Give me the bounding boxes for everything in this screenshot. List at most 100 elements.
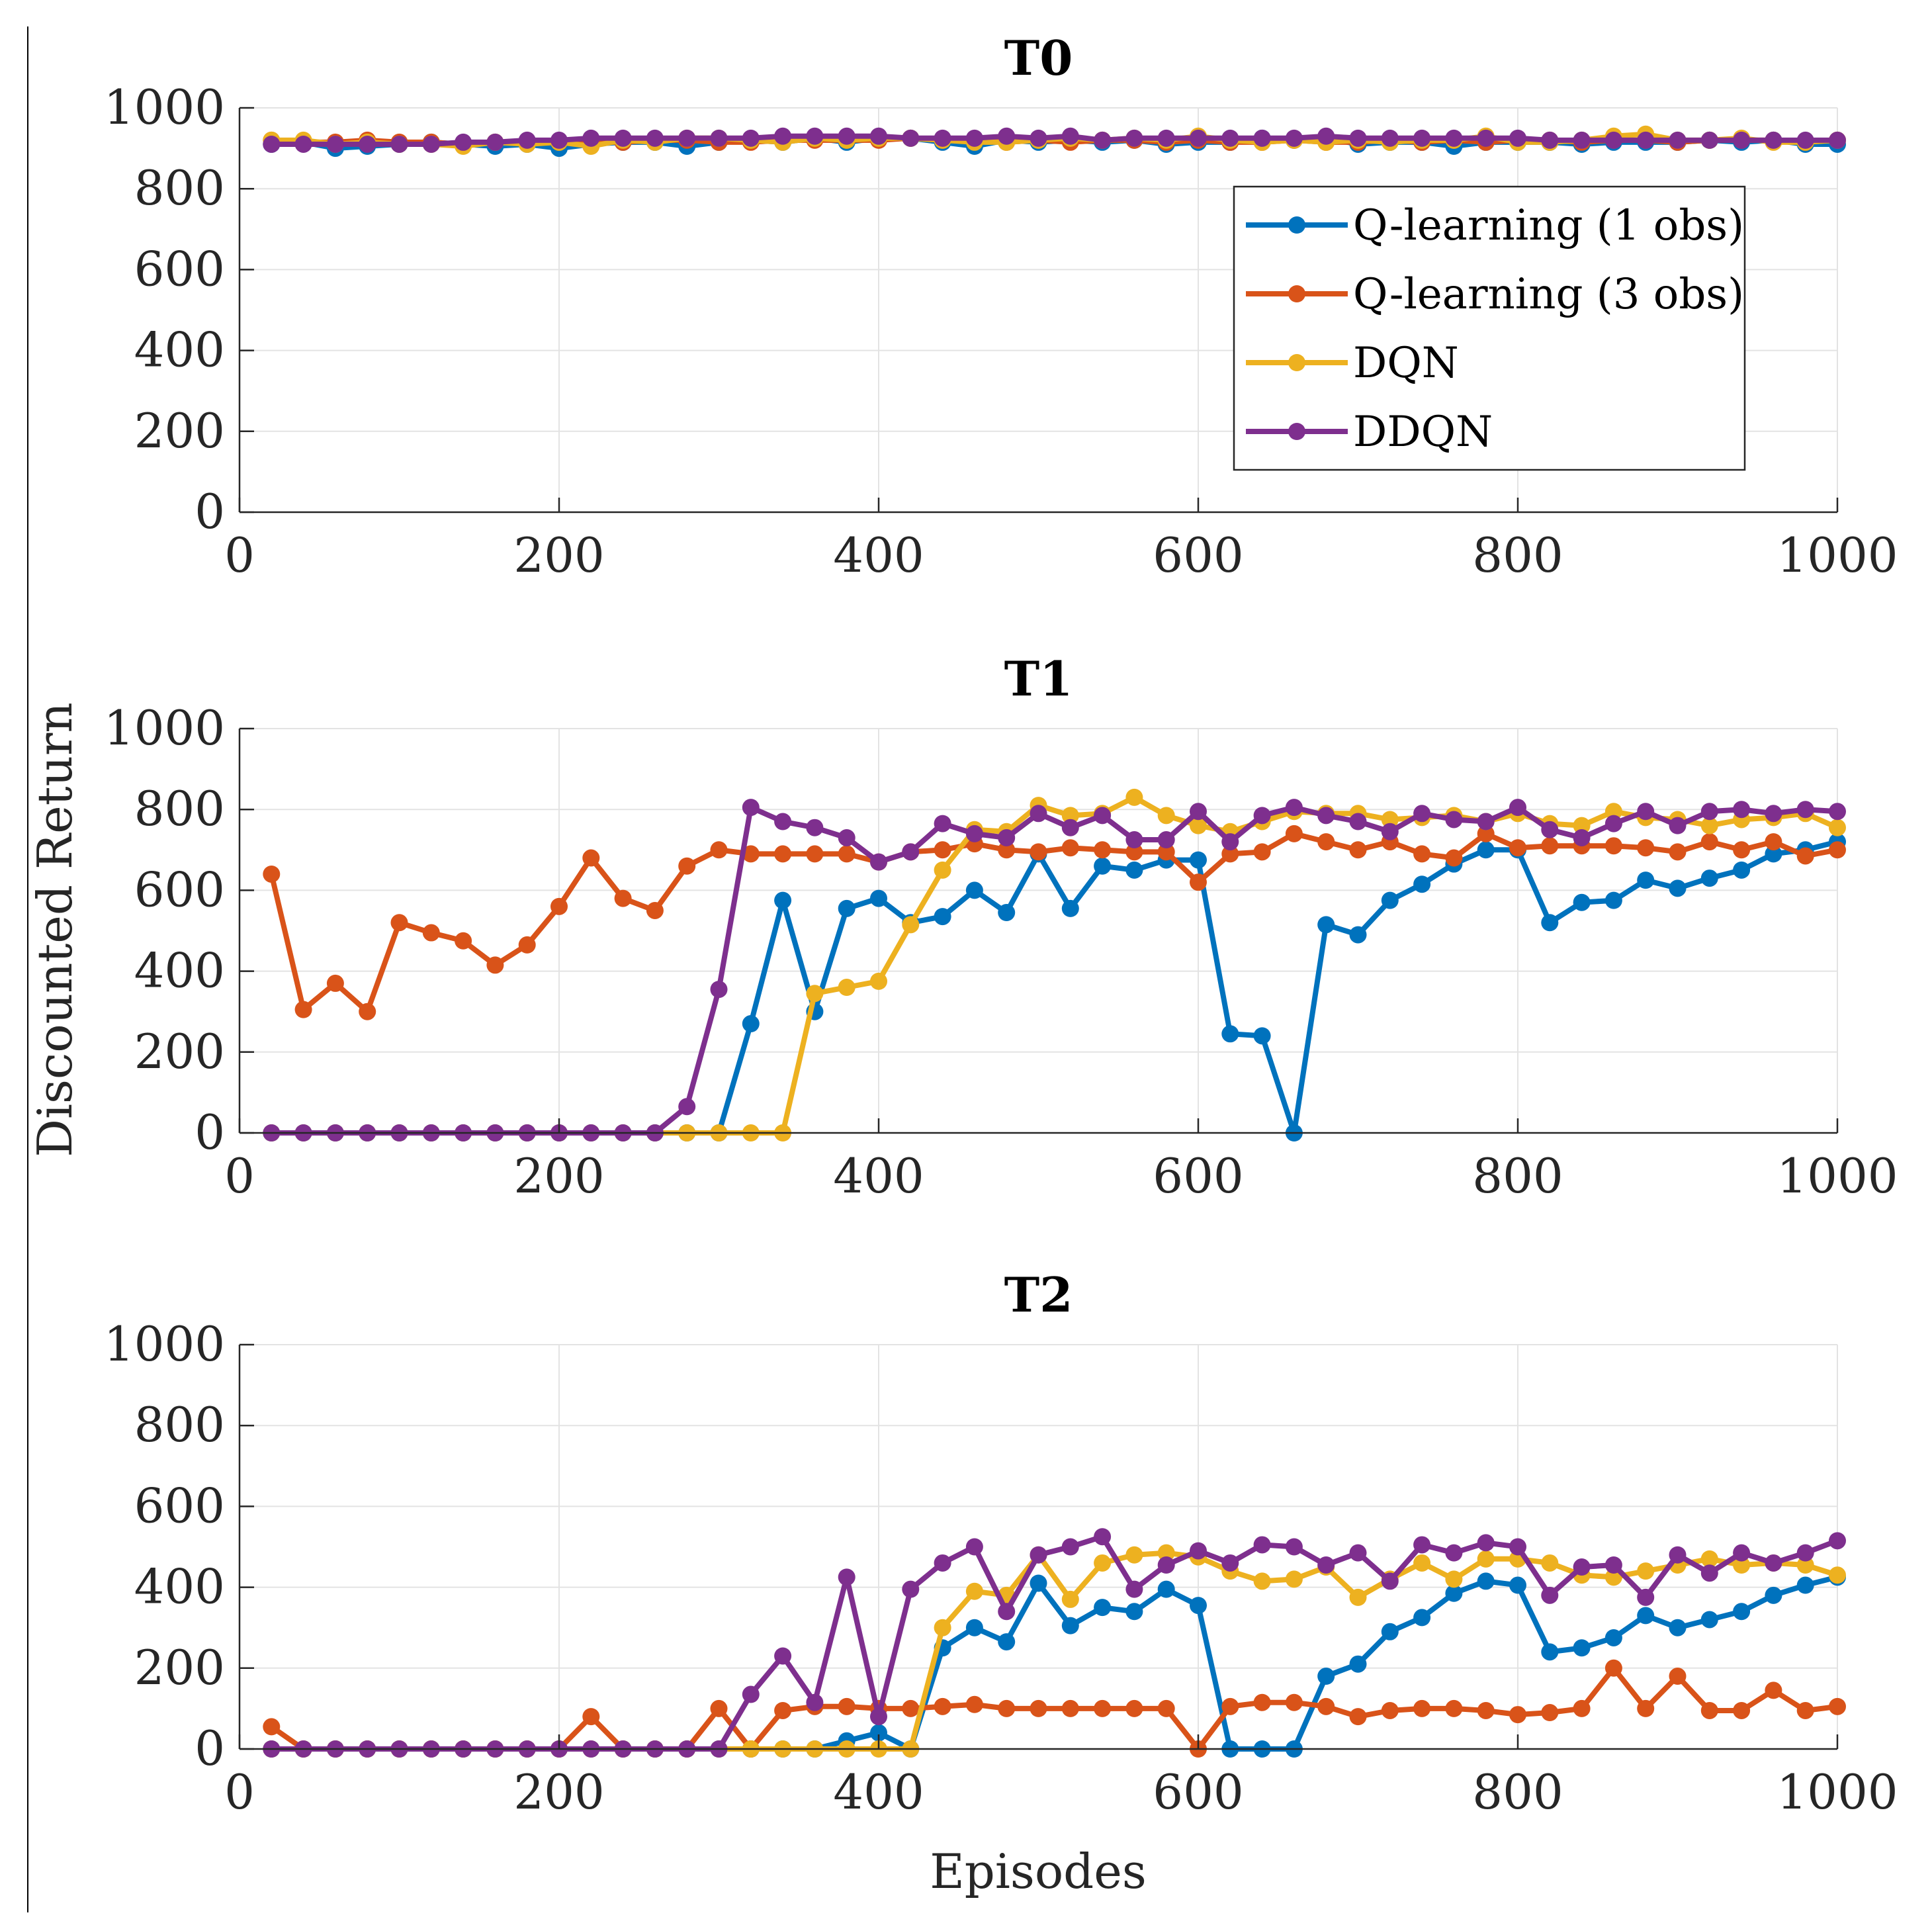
data-point-ddqn bbox=[550, 131, 568, 149]
x-tick-label: 1000 bbox=[1777, 527, 1898, 583]
data-point-q-learning-3-obs bbox=[518, 936, 536, 954]
data-point-q-learning-3-obs bbox=[1349, 841, 1367, 859]
data-point-ddqn bbox=[1030, 1546, 1047, 1564]
data-point-dqn bbox=[1381, 811, 1399, 828]
data-point-dqn bbox=[1541, 1554, 1559, 1572]
data-point-ddqn bbox=[1700, 1564, 1718, 1582]
data-point-q-learning-3-obs bbox=[1413, 1699, 1431, 1717]
data-point-ddqn bbox=[710, 981, 728, 999]
data-point-ddqn bbox=[359, 135, 376, 153]
data-point-q-learning-3-obs bbox=[1381, 1701, 1399, 1719]
data-point-q-learning-3-obs bbox=[1125, 843, 1143, 861]
data-point-q-learning-1-obs bbox=[1190, 1597, 1207, 1615]
y-tick-label: 0 bbox=[195, 1104, 225, 1160]
data-point-ddqn bbox=[710, 129, 728, 147]
data-point-ddqn bbox=[902, 1580, 920, 1598]
data-point-dqn bbox=[1573, 817, 1591, 834]
data-point-q-learning-1-obs bbox=[1604, 891, 1622, 909]
legend-marker-dqn bbox=[1288, 354, 1305, 371]
data-point-ddqn bbox=[1094, 807, 1112, 825]
data-point-ddqn bbox=[1733, 1544, 1751, 1562]
legend-label-q-learning-1-obs: Q-learning (1 obs) bbox=[1353, 201, 1744, 250]
data-point-q-learning-3-obs bbox=[998, 1699, 1016, 1717]
data-point-dqn bbox=[1700, 1550, 1718, 1568]
data-point-ddqn bbox=[774, 1647, 792, 1665]
data-point-q-learning-3-obs bbox=[774, 845, 792, 863]
data-point-q-learning-1-obs bbox=[1604, 1629, 1622, 1646]
data-point-dqn bbox=[1829, 1566, 1846, 1584]
data-point-ddqn bbox=[614, 129, 632, 147]
legend: Q-learning (1 obs) Q-learning (3 obs) DQN D… bbox=[1233, 185, 1746, 471]
data-point-q-learning-3-obs bbox=[965, 1695, 983, 1713]
y-tick-label: 0 bbox=[195, 1721, 225, 1776]
data-point-dqn bbox=[1733, 1556, 1751, 1574]
data-point-ddqn bbox=[998, 1603, 1016, 1621]
data-point-ddqn bbox=[1637, 803, 1655, 821]
data-point-q-learning-3-obs bbox=[1509, 839, 1526, 857]
data-point-q-learning-1-obs bbox=[1317, 916, 1335, 934]
data-point-q-learning-1-obs bbox=[1413, 1609, 1431, 1627]
data-point-q-learning-3-obs bbox=[1765, 833, 1782, 851]
data-point-q-learning-1-obs bbox=[934, 908, 951, 926]
subplot-title: T2 bbox=[1004, 1267, 1073, 1323]
data-point-q-learning-3-obs bbox=[774, 1701, 792, 1719]
y-tick-label: 0 bbox=[195, 484, 225, 539]
data-point-dqn bbox=[1829, 819, 1846, 836]
subplot-title: T0 bbox=[1004, 30, 1073, 86]
data-point-ddqn bbox=[1669, 817, 1687, 834]
legend-label-dqn: DQN bbox=[1353, 339, 1459, 388]
x-tick-label: 0 bbox=[224, 1764, 255, 1820]
data-point-q-learning-1-obs bbox=[1061, 899, 1079, 917]
data-point-q-learning-1-obs bbox=[1765, 845, 1782, 863]
data-point-ddqn bbox=[742, 799, 760, 817]
data-point-q-learning-3-obs bbox=[294, 1001, 312, 1018]
data-point-q-learning-3-obs bbox=[1477, 825, 1495, 842]
data-point-ddqn bbox=[934, 129, 951, 147]
data-point-ddqn bbox=[1221, 833, 1239, 851]
data-point-dqn bbox=[1190, 817, 1207, 834]
subplot-t0: 0 200 400 600 800 1000 0 200 400 600 800 1000 T0 bbox=[104, 30, 1898, 583]
data-point-dqn bbox=[1157, 807, 1175, 825]
data-point-q-learning-3-obs bbox=[1157, 843, 1175, 861]
data-point-ddqn bbox=[870, 853, 887, 871]
y-tick-label: 200 bbox=[134, 1024, 225, 1079]
data-point-ddqn bbox=[1413, 805, 1431, 823]
x-tick-label: 600 bbox=[1153, 1764, 1243, 1820]
data-point-ddqn bbox=[1509, 799, 1526, 817]
data-point-ddqn bbox=[1349, 1544, 1367, 1562]
data-point-q-learning-3-obs bbox=[1253, 843, 1271, 861]
data-point-dqn bbox=[870, 972, 887, 990]
data-point-ddqn bbox=[1413, 129, 1431, 147]
data-point-ddqn bbox=[934, 815, 951, 832]
data-point-ddqn bbox=[390, 135, 408, 153]
y-tick-label: 200 bbox=[134, 1640, 225, 1695]
data-point-ddqn bbox=[1477, 813, 1495, 830]
x-tick-label: 200 bbox=[513, 1764, 604, 1820]
data-point-q-learning-3-obs bbox=[1349, 1708, 1367, 1726]
legend-label-q-learning-3-obs: Q-learning (3 obs) bbox=[1353, 270, 1744, 319]
data-point-q-learning-1-obs bbox=[1445, 1584, 1463, 1602]
data-point-q-learning-3-obs bbox=[1030, 843, 1047, 861]
data-point-q-learning-3-obs bbox=[1796, 1701, 1814, 1719]
data-point-ddqn bbox=[1030, 129, 1047, 147]
data-point-q-learning-1-obs bbox=[998, 904, 1016, 922]
y-tick-label: 200 bbox=[134, 403, 225, 459]
data-point-q-learning-1-obs bbox=[1477, 841, 1495, 859]
data-point-q-learning-1-obs bbox=[1030, 1574, 1047, 1592]
data-point-ddqn bbox=[1190, 129, 1207, 147]
data-point-q-learning-3-obs bbox=[1573, 1699, 1591, 1717]
x-tick-label: 800 bbox=[1472, 527, 1563, 583]
x-tick-label: 600 bbox=[1153, 1148, 1243, 1204]
data-point-dqn bbox=[1700, 817, 1718, 834]
data-point-q-learning-3-obs bbox=[390, 914, 408, 932]
data-point-ddqn bbox=[422, 135, 440, 153]
data-point-ddqn bbox=[1477, 1534, 1495, 1552]
data-point-ddqn bbox=[582, 129, 600, 147]
data-point-q-learning-1-obs bbox=[1125, 861, 1143, 879]
data-point-q-learning-3-obs bbox=[1094, 841, 1112, 859]
data-point-q-learning-3-obs bbox=[1061, 839, 1079, 857]
data-point-q-learning-1-obs bbox=[774, 891, 792, 909]
data-point-ddqn bbox=[1733, 131, 1751, 149]
data-point-ddqn bbox=[1604, 815, 1622, 832]
